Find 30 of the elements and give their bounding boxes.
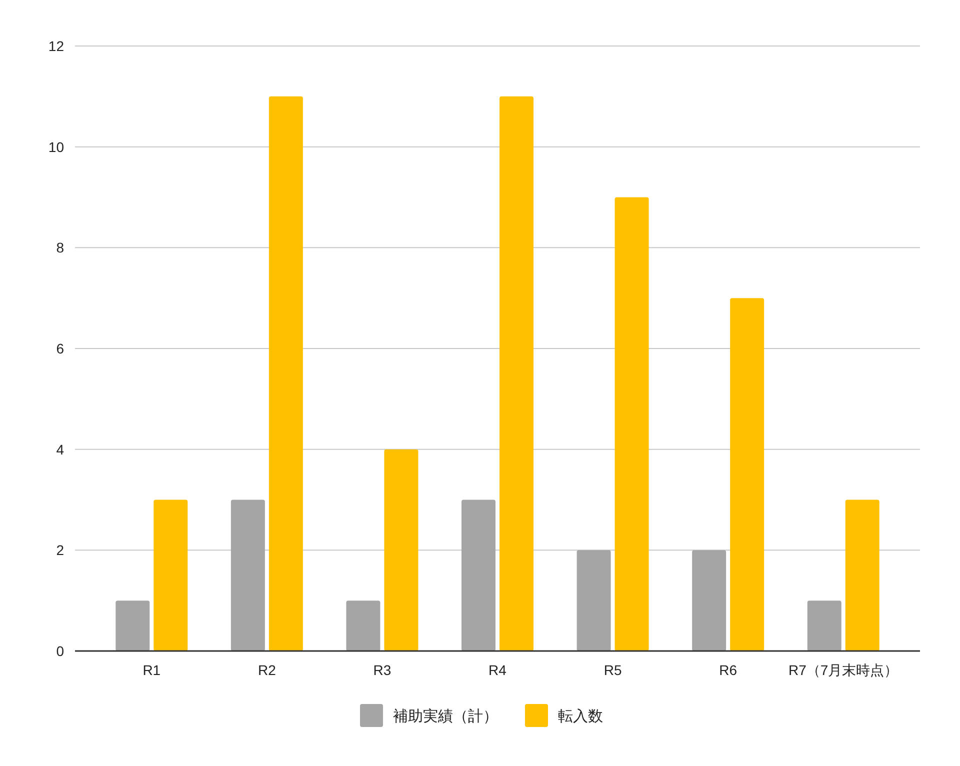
- x-tick-label: R5: [604, 662, 622, 678]
- bar: [730, 298, 764, 651]
- y-tick-label: 10: [48, 138, 64, 155]
- y-tick-label: 8: [56, 240, 64, 256]
- x-tick-label: R6: [719, 662, 738, 678]
- bar: [346, 600, 380, 651]
- y-tick-label: 4: [56, 441, 64, 458]
- bar: [230, 500, 265, 651]
- legend-label: 補助実績（計）: [393, 708, 498, 725]
- x-tick-label: R3: [373, 662, 392, 678]
- y-tick-label: 2: [56, 542, 64, 558]
- bar: [384, 449, 418, 651]
- x-tick-label: R1: [142, 662, 161, 678]
- bar: [154, 500, 188, 651]
- bar: [268, 96, 303, 651]
- x-tick-label: R4: [488, 662, 507, 678]
- bar: [116, 600, 150, 651]
- bar: [576, 550, 611, 651]
- bar: [692, 550, 726, 651]
- legend-label: 転入数: [558, 708, 603, 725]
- y-tick-label: 6: [56, 340, 64, 356]
- x-tick-label: R2: [258, 662, 276, 678]
- bar: [614, 197, 649, 651]
- bar: [500, 96, 534, 651]
- bar: [462, 500, 496, 651]
- bar: [845, 500, 880, 651]
- bar: [807, 600, 842, 651]
- y-tick-label: 0: [56, 643, 64, 659]
- y-tick-label: 12: [48, 38, 64, 54]
- x-tick-label: R7（7月末時点）: [788, 662, 898, 678]
